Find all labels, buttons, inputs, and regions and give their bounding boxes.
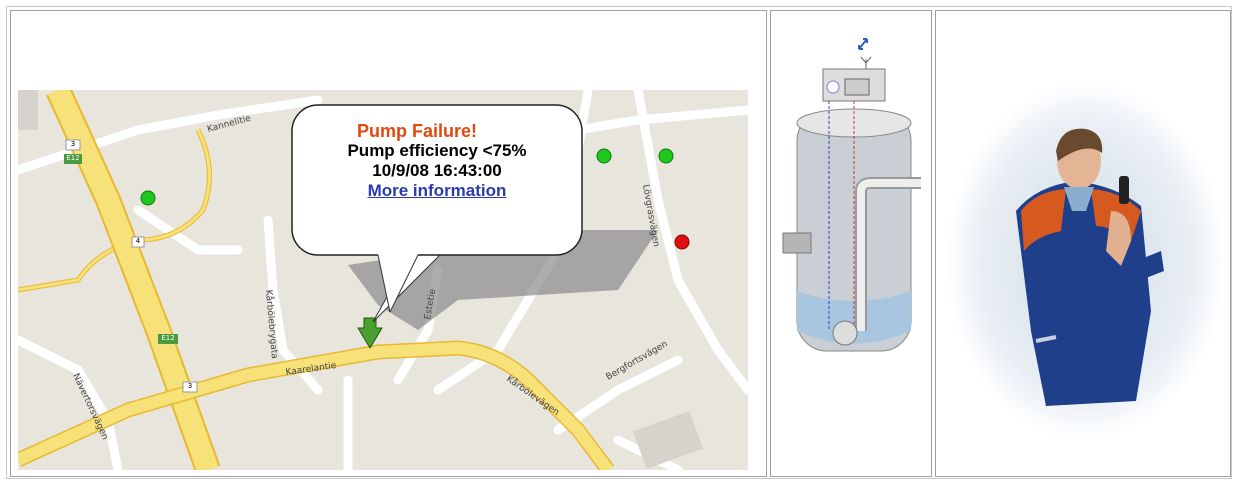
road-number: 3: [71, 140, 75, 148]
pump-ok[interactable]: [597, 149, 611, 163]
alarm-title: Pump Failure!: [252, 121, 582, 141]
road-number: E12: [161, 334, 174, 342]
info-window: Pump Failure! Pump efficiency <75% 10/9/…: [292, 105, 582, 255]
road-number: E12: [66, 154, 79, 162]
alarm-time: 10/9/08 16:43:00: [292, 161, 582, 181]
pump-diagram: [771, 11, 931, 476]
technician-photo: [936, 11, 1230, 476]
pump-ok[interactable]: [659, 149, 673, 163]
more-info-link[interactable]: More information: [368, 181, 507, 200]
page: 3 E12 E12 3 4 Kannelitie Kaarelantie Kår…: [0, 0, 1238, 485]
pump-ok[interactable]: [141, 191, 155, 205]
pump-alarm[interactable]: [675, 235, 689, 249]
road-number: 4: [136, 237, 141, 245]
alarm-detail: Pump efficiency <75%: [292, 141, 582, 161]
road-number: 3: [188, 382, 192, 390]
